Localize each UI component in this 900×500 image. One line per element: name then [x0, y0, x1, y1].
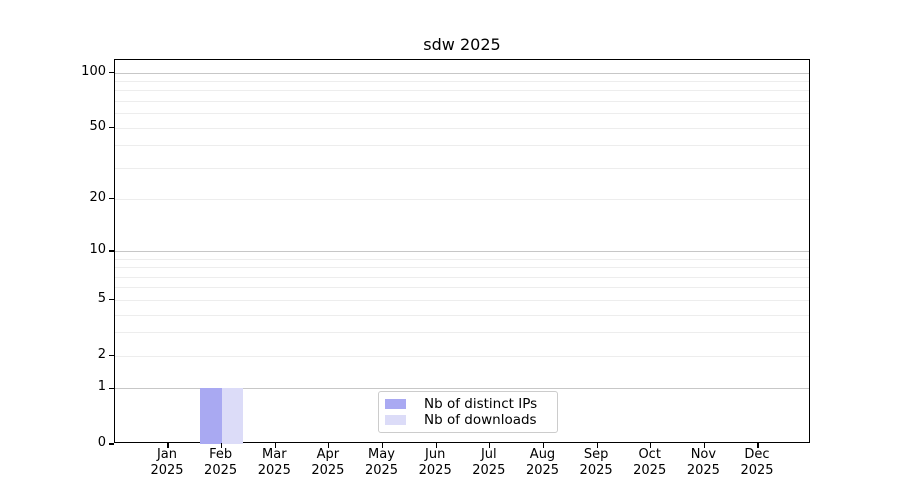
legend: Nb of distinct IPs Nb of downloads: [378, 391, 558, 433]
x-tick-month: Apr: [316, 447, 340, 462]
x-axis-tick-label: Jan 2025: [135, 447, 199, 479]
legend-item: Nb of downloads: [385, 413, 549, 427]
y-axis-tick-label: 50: [89, 118, 106, 134]
y-axis-tick: [109, 71, 114, 74]
y-gridline-minor: [115, 167, 809, 169]
x-axis-tick: [221, 443, 223, 448]
y-axis-tick: [109, 299, 114, 301]
legend-swatch-distinct-ips-icon: [385, 399, 406, 409]
x-tick-year: 2025: [579, 463, 613, 478]
x-tick-year: 2025: [150, 463, 184, 478]
x-axis-tick: [167, 443, 169, 448]
y-axis-tick: [109, 250, 114, 252]
x-axis-tick-label: Mar 2025: [242, 447, 306, 479]
x-tick-year: 2025: [204, 463, 238, 478]
y-axis-tick: [109, 198, 114, 200]
y-gridline-minor: [115, 198, 809, 200]
y-axis-tick-label: 20: [89, 189, 106, 205]
legend-item: Nb of distinct IPs: [385, 397, 549, 411]
x-tick-month: Jul: [480, 447, 497, 462]
x-axis-tick: [489, 443, 491, 448]
y-axis-tick-label: 0: [97, 435, 106, 450]
y-gridline-minor: [115, 276, 809, 278]
y-gridline-major: [115, 251, 809, 252]
y-gridline-minor: [115, 287, 809, 289]
plot-area: [109, 59, 810, 448]
bar-distinct-ips: [200, 388, 222, 444]
x-tick-month: Sep: [583, 447, 609, 462]
x-tick-year: 2025: [257, 463, 291, 478]
x-tick-month: Nov: [690, 447, 717, 462]
y-gridline-minor: [115, 100, 809, 102]
x-tick-month: Mar: [262, 447, 287, 462]
y-gridline-minor: [115, 314, 809, 316]
chart-title: sdw 2025: [423, 35, 501, 54]
x-axis-tick: [650, 443, 652, 448]
y-gridline-minor: [115, 90, 809, 92]
x-axis-tick-label: Dec 2025: [725, 447, 789, 479]
y-axis-tick-label: 1: [97, 379, 106, 395]
y-gridline-minor: [115, 267, 809, 269]
x-axis-tick-label: Feb 2025: [189, 447, 253, 479]
x-axis-tick-label: Sep 2025: [564, 447, 628, 479]
legend-label: Nb of downloads: [424, 412, 537, 428]
x-axis-tick: [596, 443, 598, 448]
x-tick-year: 2025: [525, 463, 560, 478]
y-gridline-major: [115, 388, 809, 390]
bar-downloads: [221, 388, 244, 444]
x-axis-tick: [703, 443, 705, 448]
y-axis-tick: [109, 443, 114, 445]
x-axis-tick: [328, 443, 330, 448]
y-axis-tick: [109, 126, 114, 129]
legend-swatch-downloads-icon: [385, 415, 406, 425]
x-tick-year: 2025: [311, 463, 345, 478]
x-axis-tick-label: Oct 2025: [618, 447, 682, 479]
x-tick-month: Jun: [425, 447, 446, 462]
y-gridline-minor: [115, 127, 809, 129]
x-axis-tick-label: Jun 2025: [403, 447, 467, 479]
x-axis-tick: [381, 443, 384, 448]
y-gridline-minor: [115, 355, 809, 357]
y-gridline-minor: [115, 80, 809, 82]
x-tick-month: Feb: [209, 447, 233, 462]
y-axis-tick-label: 100: [81, 63, 106, 79]
x-axis-tick: [757, 443, 759, 448]
x-tick-month: Oct: [638, 447, 661, 462]
x-tick-month: Jan: [156, 447, 178, 462]
x-axis-tick: [274, 443, 276, 448]
x-axis-tick-label: Aug 2025: [511, 447, 575, 479]
y-axis-tick: [109, 355, 114, 357]
x-tick-year: 2025: [686, 463, 720, 478]
x-tick-year: 2025: [740, 463, 774, 478]
y-gridline-minor: [115, 145, 809, 147]
x-axis-tick-label: Nov 2025: [671, 447, 735, 479]
x-tick-year: 2025: [418, 463, 452, 478]
x-tick-year: 2025: [364, 463, 399, 478]
y-gridline-minor: [115, 332, 809, 334]
y-axis-tick-label: 10: [89, 242, 106, 257]
x-tick-year: 2025: [472, 463, 506, 478]
x-tick-month: Aug: [529, 447, 556, 462]
y-gridline-minor: [115, 113, 809, 115]
x-axis-tick: [542, 443, 545, 448]
x-axis-tick-label: May 2025: [350, 447, 414, 479]
x-tick-year: 2025: [633, 463, 667, 478]
x-axis-tick-label: Jul 2025: [457, 447, 521, 479]
x-axis-tick-label: Apr 2025: [296, 447, 360, 479]
x-axis-tick: [435, 443, 437, 448]
y-axis-tick: [109, 387, 114, 389]
y-gridline-minor: [115, 258, 809, 260]
y-axis-tick-label: 2: [97, 346, 106, 362]
x-tick-month: Dec: [744, 447, 770, 462]
x-tick-month: May: [368, 447, 395, 462]
legend-label: Nb of distinct IPs: [424, 396, 538, 412]
y-axis-tick-label: 5: [97, 290, 106, 306]
y-gridline-major: [115, 72, 809, 74]
y-gridline-minor: [115, 299, 809, 301]
